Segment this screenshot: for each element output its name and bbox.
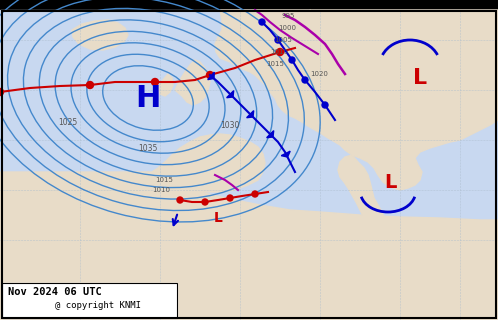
Text: L: L (384, 172, 396, 191)
Circle shape (276, 49, 283, 55)
Text: 995: 995 (282, 13, 295, 19)
Circle shape (0, 89, 3, 95)
Polygon shape (227, 91, 234, 98)
Polygon shape (72, 20, 128, 50)
Text: 1010: 1010 (152, 187, 170, 193)
Circle shape (289, 57, 295, 63)
Polygon shape (175, 60, 210, 105)
Polygon shape (266, 131, 274, 138)
Polygon shape (215, 10, 498, 190)
Text: H: H (135, 84, 161, 113)
Circle shape (252, 191, 258, 197)
Circle shape (302, 77, 308, 83)
Text: 1005: 1005 (274, 37, 292, 43)
Polygon shape (158, 74, 173, 96)
Text: 1035: 1035 (138, 143, 158, 153)
Polygon shape (148, 134, 265, 192)
Text: 1000: 1000 (278, 25, 296, 31)
Text: 1030: 1030 (220, 121, 240, 130)
Polygon shape (281, 151, 290, 157)
Text: L: L (413, 68, 427, 88)
Circle shape (177, 197, 183, 203)
Text: 1010: 1010 (270, 49, 288, 55)
Circle shape (202, 199, 208, 205)
Text: 1015: 1015 (155, 177, 173, 183)
Bar (2, 283, 177, 318)
Text: L: L (214, 211, 223, 225)
Circle shape (87, 82, 94, 89)
Polygon shape (305, 10, 375, 70)
Polygon shape (0, 172, 498, 320)
Circle shape (275, 37, 281, 43)
Circle shape (227, 195, 233, 201)
Polygon shape (338, 155, 385, 232)
Polygon shape (247, 111, 253, 118)
Text: 1025: 1025 (58, 117, 78, 126)
Circle shape (207, 71, 214, 78)
Text: @ copyright KNMI: @ copyright KNMI (55, 301, 141, 310)
Text: 1020: 1020 (310, 71, 328, 77)
Circle shape (259, 19, 265, 25)
Text: Nov 2024 06 UTC: Nov 2024 06 UTC (8, 287, 102, 297)
Polygon shape (330, 68, 348, 88)
Circle shape (151, 78, 158, 85)
Circle shape (322, 102, 328, 108)
Text: 1015: 1015 (266, 61, 284, 67)
Polygon shape (208, 72, 214, 80)
Bar (2, 283, 177, 318)
